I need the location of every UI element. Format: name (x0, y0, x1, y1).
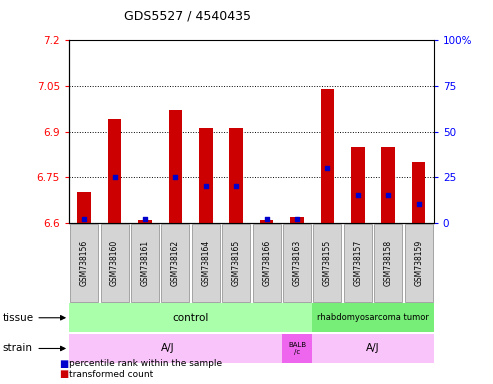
Text: percentile rank within the sample: percentile rank within the sample (69, 359, 222, 368)
Point (384, 192, 392, 199)
Bar (320, 89, 334, 223)
Point (110, 174, 119, 180)
Point (202, 183, 210, 189)
Text: GSM738162: GSM738162 (171, 240, 180, 286)
Text: GSM738163: GSM738163 (292, 240, 302, 286)
Bar (412, 162, 425, 223)
Text: transformed count: transformed count (69, 370, 153, 379)
Text: strain: strain (2, 343, 33, 354)
Text: GSM738166: GSM738166 (262, 240, 271, 286)
Bar (199, 129, 212, 223)
FancyBboxPatch shape (222, 224, 250, 302)
Text: control: control (173, 313, 209, 323)
Point (172, 174, 179, 180)
Text: A/J: A/J (161, 343, 175, 354)
Bar (169, 110, 182, 223)
FancyBboxPatch shape (312, 334, 434, 363)
FancyBboxPatch shape (161, 224, 189, 302)
Point (232, 183, 240, 189)
Point (263, 216, 271, 222)
Bar (138, 220, 152, 223)
Text: GSM738156: GSM738156 (80, 240, 89, 286)
Text: A/J: A/J (366, 343, 380, 354)
FancyBboxPatch shape (70, 224, 98, 302)
Point (141, 216, 149, 222)
Text: GDS5527 / 4540435: GDS5527 / 4540435 (124, 10, 251, 23)
Text: BALB
/c: BALB /c (288, 342, 306, 355)
Text: tissue: tissue (2, 313, 34, 323)
FancyBboxPatch shape (69, 334, 282, 363)
Text: GSM738157: GSM738157 (353, 240, 362, 286)
FancyBboxPatch shape (314, 224, 342, 302)
Text: GSM738158: GSM738158 (384, 240, 393, 286)
FancyBboxPatch shape (101, 224, 129, 302)
Text: GSM738164: GSM738164 (201, 240, 211, 286)
Text: ■: ■ (59, 369, 69, 379)
Point (354, 192, 362, 199)
Text: GSM738165: GSM738165 (232, 240, 241, 286)
Point (293, 216, 301, 222)
Point (323, 165, 331, 171)
Bar (77, 192, 91, 223)
Point (415, 202, 423, 208)
Text: GSM738155: GSM738155 (323, 240, 332, 286)
FancyBboxPatch shape (192, 224, 220, 302)
FancyBboxPatch shape (131, 224, 159, 302)
Bar (229, 129, 243, 223)
FancyBboxPatch shape (405, 224, 433, 302)
Bar (351, 147, 365, 223)
Text: rhabdomyosarcoma tumor: rhabdomyosarcoma tumor (317, 313, 429, 322)
Text: GSM738160: GSM738160 (110, 240, 119, 286)
FancyBboxPatch shape (283, 224, 311, 302)
Point (80, 216, 88, 222)
Bar (290, 217, 304, 223)
Bar (108, 119, 121, 223)
Text: GSM738159: GSM738159 (414, 240, 423, 286)
Text: ■: ■ (59, 359, 69, 369)
FancyBboxPatch shape (282, 334, 312, 363)
FancyBboxPatch shape (312, 303, 434, 332)
FancyBboxPatch shape (344, 224, 372, 302)
Text: GSM738161: GSM738161 (141, 240, 149, 286)
FancyBboxPatch shape (69, 303, 312, 332)
FancyBboxPatch shape (374, 224, 402, 302)
FancyBboxPatch shape (252, 224, 281, 302)
Bar (260, 220, 274, 223)
Bar (382, 147, 395, 223)
